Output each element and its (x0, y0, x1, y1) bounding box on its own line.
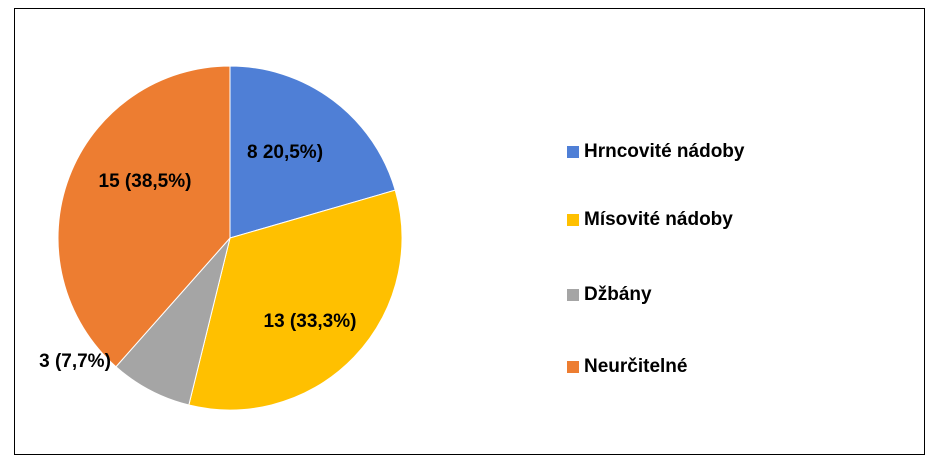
legend-label: Hrncovité nádoby (584, 141, 745, 162)
pie-slice (57, 65, 231, 368)
legend-label: Mísovité nádoby (584, 209, 733, 230)
data-label: 15 (38,5%) (99, 171, 192, 192)
pie-slice (188, 189, 403, 411)
legend-swatch (567, 214, 579, 226)
legend-label: Džbány (584, 284, 652, 305)
legend-swatch (567, 361, 579, 373)
legend-label: Neurčitelné (584, 356, 687, 377)
legend-swatch (567, 289, 579, 301)
data-label: 3 (7,7%) (39, 351, 111, 372)
data-label: 8 20,5%) (247, 142, 323, 163)
pie-slice (229, 65, 396, 239)
legend-swatch (567, 146, 579, 158)
data-label: 13 (33,3%) (264, 311, 357, 332)
